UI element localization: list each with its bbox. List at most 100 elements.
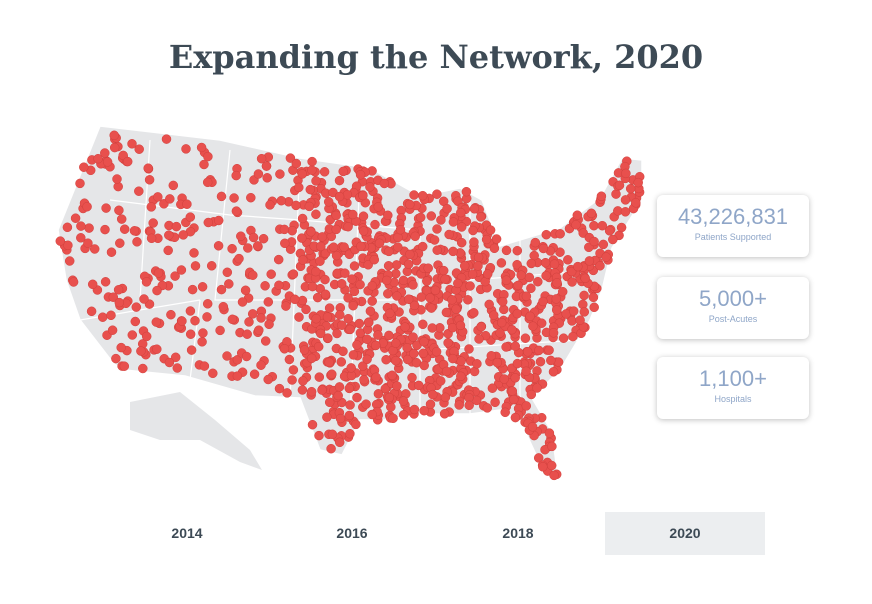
year-tab[interactable]: 2014 bbox=[171, 525, 203, 541]
location-dot bbox=[130, 316, 141, 327]
year-tab[interactable]: 2016 bbox=[336, 525, 368, 541]
location-dot bbox=[307, 165, 317, 175]
location-dot bbox=[249, 369, 260, 379]
location-dot bbox=[441, 366, 452, 377]
location-dot bbox=[324, 397, 335, 408]
year-tab[interactable]: 2018 bbox=[502, 525, 534, 541]
location-dot bbox=[76, 233, 86, 243]
location-dot bbox=[374, 238, 385, 249]
location-dot bbox=[79, 162, 89, 172]
location-dot bbox=[403, 294, 414, 304]
location-dot bbox=[190, 315, 200, 326]
location-dot bbox=[497, 296, 508, 307]
location-dot bbox=[320, 274, 330, 285]
location-dot bbox=[358, 190, 368, 201]
location-dot bbox=[75, 178, 85, 189]
location-dot bbox=[359, 374, 369, 385]
location-dot bbox=[328, 242, 339, 252]
location-dot bbox=[501, 275, 512, 285]
location-dot bbox=[258, 233, 269, 244]
location-dot bbox=[524, 272, 535, 283]
location-dot bbox=[317, 232, 328, 242]
location-dot bbox=[521, 366, 531, 377]
location-dot bbox=[347, 274, 357, 284]
location-dot bbox=[423, 263, 433, 273]
location-dot bbox=[136, 346, 146, 356]
location-dot bbox=[448, 353, 458, 364]
location-dot bbox=[633, 177, 643, 188]
location-dot bbox=[203, 151, 213, 162]
location-dot bbox=[516, 270, 526, 280]
location-dot bbox=[598, 239, 609, 250]
location-dot bbox=[614, 180, 625, 191]
location-dot bbox=[327, 429, 338, 440]
stat-card: 1,100+ Hospitals bbox=[657, 357, 809, 419]
location-dot bbox=[315, 328, 326, 339]
location-dot bbox=[356, 241, 366, 252]
location-dot bbox=[501, 245, 512, 256]
location-dot bbox=[338, 166, 348, 177]
location-dot bbox=[548, 328, 559, 338]
location-dot bbox=[181, 144, 191, 154]
location-dot bbox=[287, 225, 297, 236]
location-dot bbox=[465, 281, 475, 291]
location-dot bbox=[432, 224, 442, 234]
location-dot bbox=[252, 241, 263, 251]
location-dot bbox=[482, 403, 493, 413]
year-tab[interactable]: 2020 bbox=[605, 512, 765, 555]
location-dot bbox=[82, 201, 92, 212]
location-dot bbox=[87, 279, 98, 290]
location-dot bbox=[340, 268, 350, 278]
location-dot bbox=[507, 324, 517, 335]
location-dot bbox=[488, 310, 499, 320]
location-dot bbox=[490, 397, 500, 408]
location-dot bbox=[463, 295, 473, 305]
location-dot bbox=[348, 350, 359, 360]
location-dot bbox=[248, 232, 259, 243]
location-dot bbox=[481, 234, 492, 245]
location-dot bbox=[322, 412, 332, 422]
location-dot bbox=[256, 313, 266, 323]
location-dot bbox=[469, 308, 479, 318]
location-dot bbox=[538, 462, 548, 472]
location-dot bbox=[373, 330, 383, 340]
location-dot bbox=[604, 226, 615, 236]
location-dot bbox=[361, 399, 371, 409]
location-dot bbox=[373, 202, 384, 212]
location-dot bbox=[222, 267, 233, 278]
location-dot bbox=[320, 289, 331, 300]
location-dot bbox=[597, 220, 608, 231]
location-dot bbox=[521, 291, 532, 301]
location-dot bbox=[464, 400, 474, 411]
location-dot bbox=[337, 320, 347, 330]
location-dot bbox=[476, 212, 486, 222]
location-dot bbox=[319, 167, 330, 177]
location-dot bbox=[227, 314, 238, 325]
location-dot bbox=[510, 373, 520, 383]
location-dot bbox=[540, 257, 551, 268]
location-dot bbox=[456, 237, 467, 248]
location-dot bbox=[93, 153, 103, 164]
location-dot bbox=[436, 215, 446, 225]
location-dot bbox=[288, 269, 299, 279]
location-dot bbox=[426, 211, 437, 221]
location-dot bbox=[426, 303, 437, 313]
location-dot bbox=[334, 191, 345, 202]
location-dot bbox=[171, 221, 182, 232]
location-dot bbox=[405, 199, 415, 210]
location-dot bbox=[151, 317, 162, 327]
location-dot bbox=[427, 323, 438, 333]
location-dot bbox=[395, 224, 406, 235]
location-dot bbox=[558, 333, 569, 343]
location-dot bbox=[280, 238, 290, 249]
location-dot bbox=[579, 307, 590, 317]
location-dot bbox=[522, 347, 533, 357]
location-dot bbox=[242, 329, 252, 339]
location-dot bbox=[185, 212, 196, 222]
location-dot bbox=[190, 261, 201, 271]
location-dot bbox=[141, 331, 152, 342]
location-dot bbox=[76, 221, 86, 231]
location-dot bbox=[345, 400, 355, 410]
location-dot bbox=[432, 189, 442, 199]
